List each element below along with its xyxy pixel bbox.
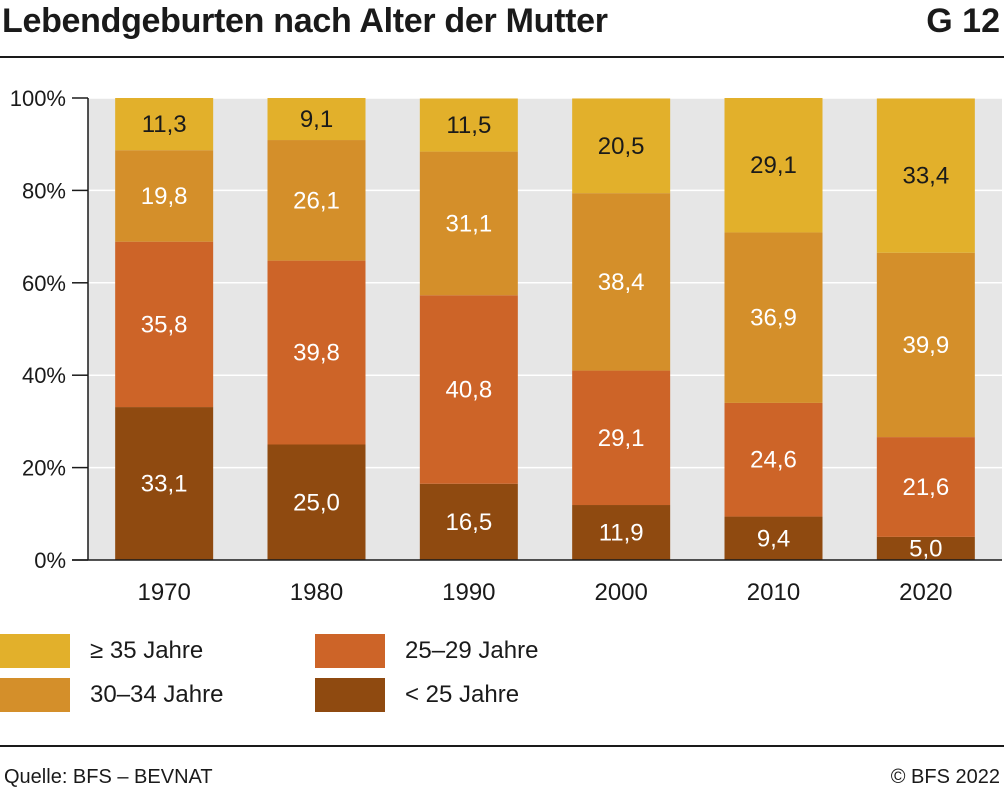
bar-segment [419, 483, 518, 560]
legend-item-under-25: < 25 Jahre [315, 678, 519, 712]
bar-segment [876, 98, 975, 253]
chart-title: Lebendgeburten nach Alter der Mutter [2, 2, 608, 40]
bar-segment [876, 536, 975, 560]
x-tick-label: 1970 [137, 579, 190, 606]
data-label: 40,8 [445, 377, 492, 404]
bar-segment [876, 252, 975, 438]
legend-swatch-25-29 [315, 634, 385, 668]
legend-item-25-29: 25–29 Jahre [315, 634, 538, 668]
data-label: 31,1 [445, 210, 492, 237]
data-label: 33,1 [141, 471, 188, 498]
data-label: 29,1 [750, 152, 797, 179]
bar-segment [115, 241, 214, 408]
bottom-rule [0, 745, 1004, 747]
bar-segment [115, 407, 214, 560]
bar-segment [572, 98, 671, 194]
data-label: 39,8 [293, 340, 340, 367]
bar-segment [876, 437, 975, 537]
data-label: 25,0 [293, 489, 340, 516]
legend-item-35-plus: ≥ 35 Jahre [0, 634, 203, 668]
legend-swatch-35-plus [0, 634, 70, 668]
bar-segment [572, 370, 671, 506]
data-label: 11,3 [142, 111, 187, 138]
data-label: 39,9 [902, 332, 949, 359]
legend-swatch-30-34 [0, 678, 70, 712]
legend-label-35-plus: ≥ 35 Jahre [90, 637, 204, 664]
bar-segment [115, 150, 214, 242]
bar-segment [724, 402, 823, 517]
data-label: 11,9 [599, 520, 644, 547]
top-rule [0, 56, 1004, 58]
data-label: 9,4 [757, 525, 790, 552]
chart-code: G 12 [926, 2, 1000, 40]
x-tick-label: 2010 [747, 579, 800, 606]
data-label: 16,5 [445, 509, 492, 536]
data-label: 11,5 [446, 112, 491, 139]
data-label: 9,1 [300, 106, 333, 133]
bar-segment [115, 98, 214, 151]
data-label: 29,1 [598, 425, 645, 452]
bar-segment [419, 151, 518, 296]
bar-segment [267, 98, 366, 141]
data-label: 33,4 [902, 163, 949, 190]
copyright-note: © BFS 2022 [890, 766, 1000, 788]
stacked-bar-chart: 33,1 35,8 19,8 11,3 25,0 39,8 26,1 9,1 16,5 40,8 3… [10, 86, 1002, 606]
y-tick-label: 20% [22, 456, 66, 481]
bar-segment [419, 98, 518, 152]
data-label: 21,6 [902, 474, 949, 501]
data-label: 35,8 [141, 311, 188, 338]
data-label: 19,8 [141, 183, 188, 210]
y-tick-label: 100% [10, 86, 66, 111]
x-tick-label: 2020 [899, 579, 952, 606]
bar-segment [724, 232, 823, 403]
y-tick-label: 60% [22, 271, 66, 296]
bar-segment [267, 444, 366, 560]
data-label: 24,6 [750, 447, 797, 474]
data-label: 5,0 [909, 535, 942, 562]
y-tick-label: 80% [22, 178, 66, 203]
bar-segment [724, 516, 823, 560]
plot-area [88, 98, 1002, 560]
x-tick-label: 2000 [594, 579, 647, 606]
bar-segment [572, 193, 671, 371]
data-label: 20,5 [598, 133, 645, 160]
bar-segment [572, 505, 671, 560]
bar-segment [419, 295, 518, 484]
x-tick-label: 1980 [290, 579, 343, 606]
bar-segment [267, 260, 366, 445]
y-tick-label: 40% [22, 363, 66, 388]
bar-segment [267, 140, 366, 261]
data-label: 36,9 [750, 305, 797, 332]
bar-segment [724, 98, 823, 233]
x-tick-label: 1990 [442, 579, 495, 606]
y-tick-label: 0% [34, 548, 66, 573]
legend-label-25-29: 25–29 Jahre [405, 637, 539, 664]
legend-item-30-34: 30–34 Jahre [0, 678, 223, 712]
legend-label-under-25: < 25 Jahre [405, 681, 520, 708]
legend-label-30-34: 30–34 Jahre [90, 681, 224, 708]
legend-swatch-under-25 [315, 678, 385, 712]
source-note: Quelle: BFS – BEVNAT [4, 766, 213, 788]
data-label: 26,1 [293, 187, 340, 214]
data-label: 38,4 [598, 269, 645, 296]
